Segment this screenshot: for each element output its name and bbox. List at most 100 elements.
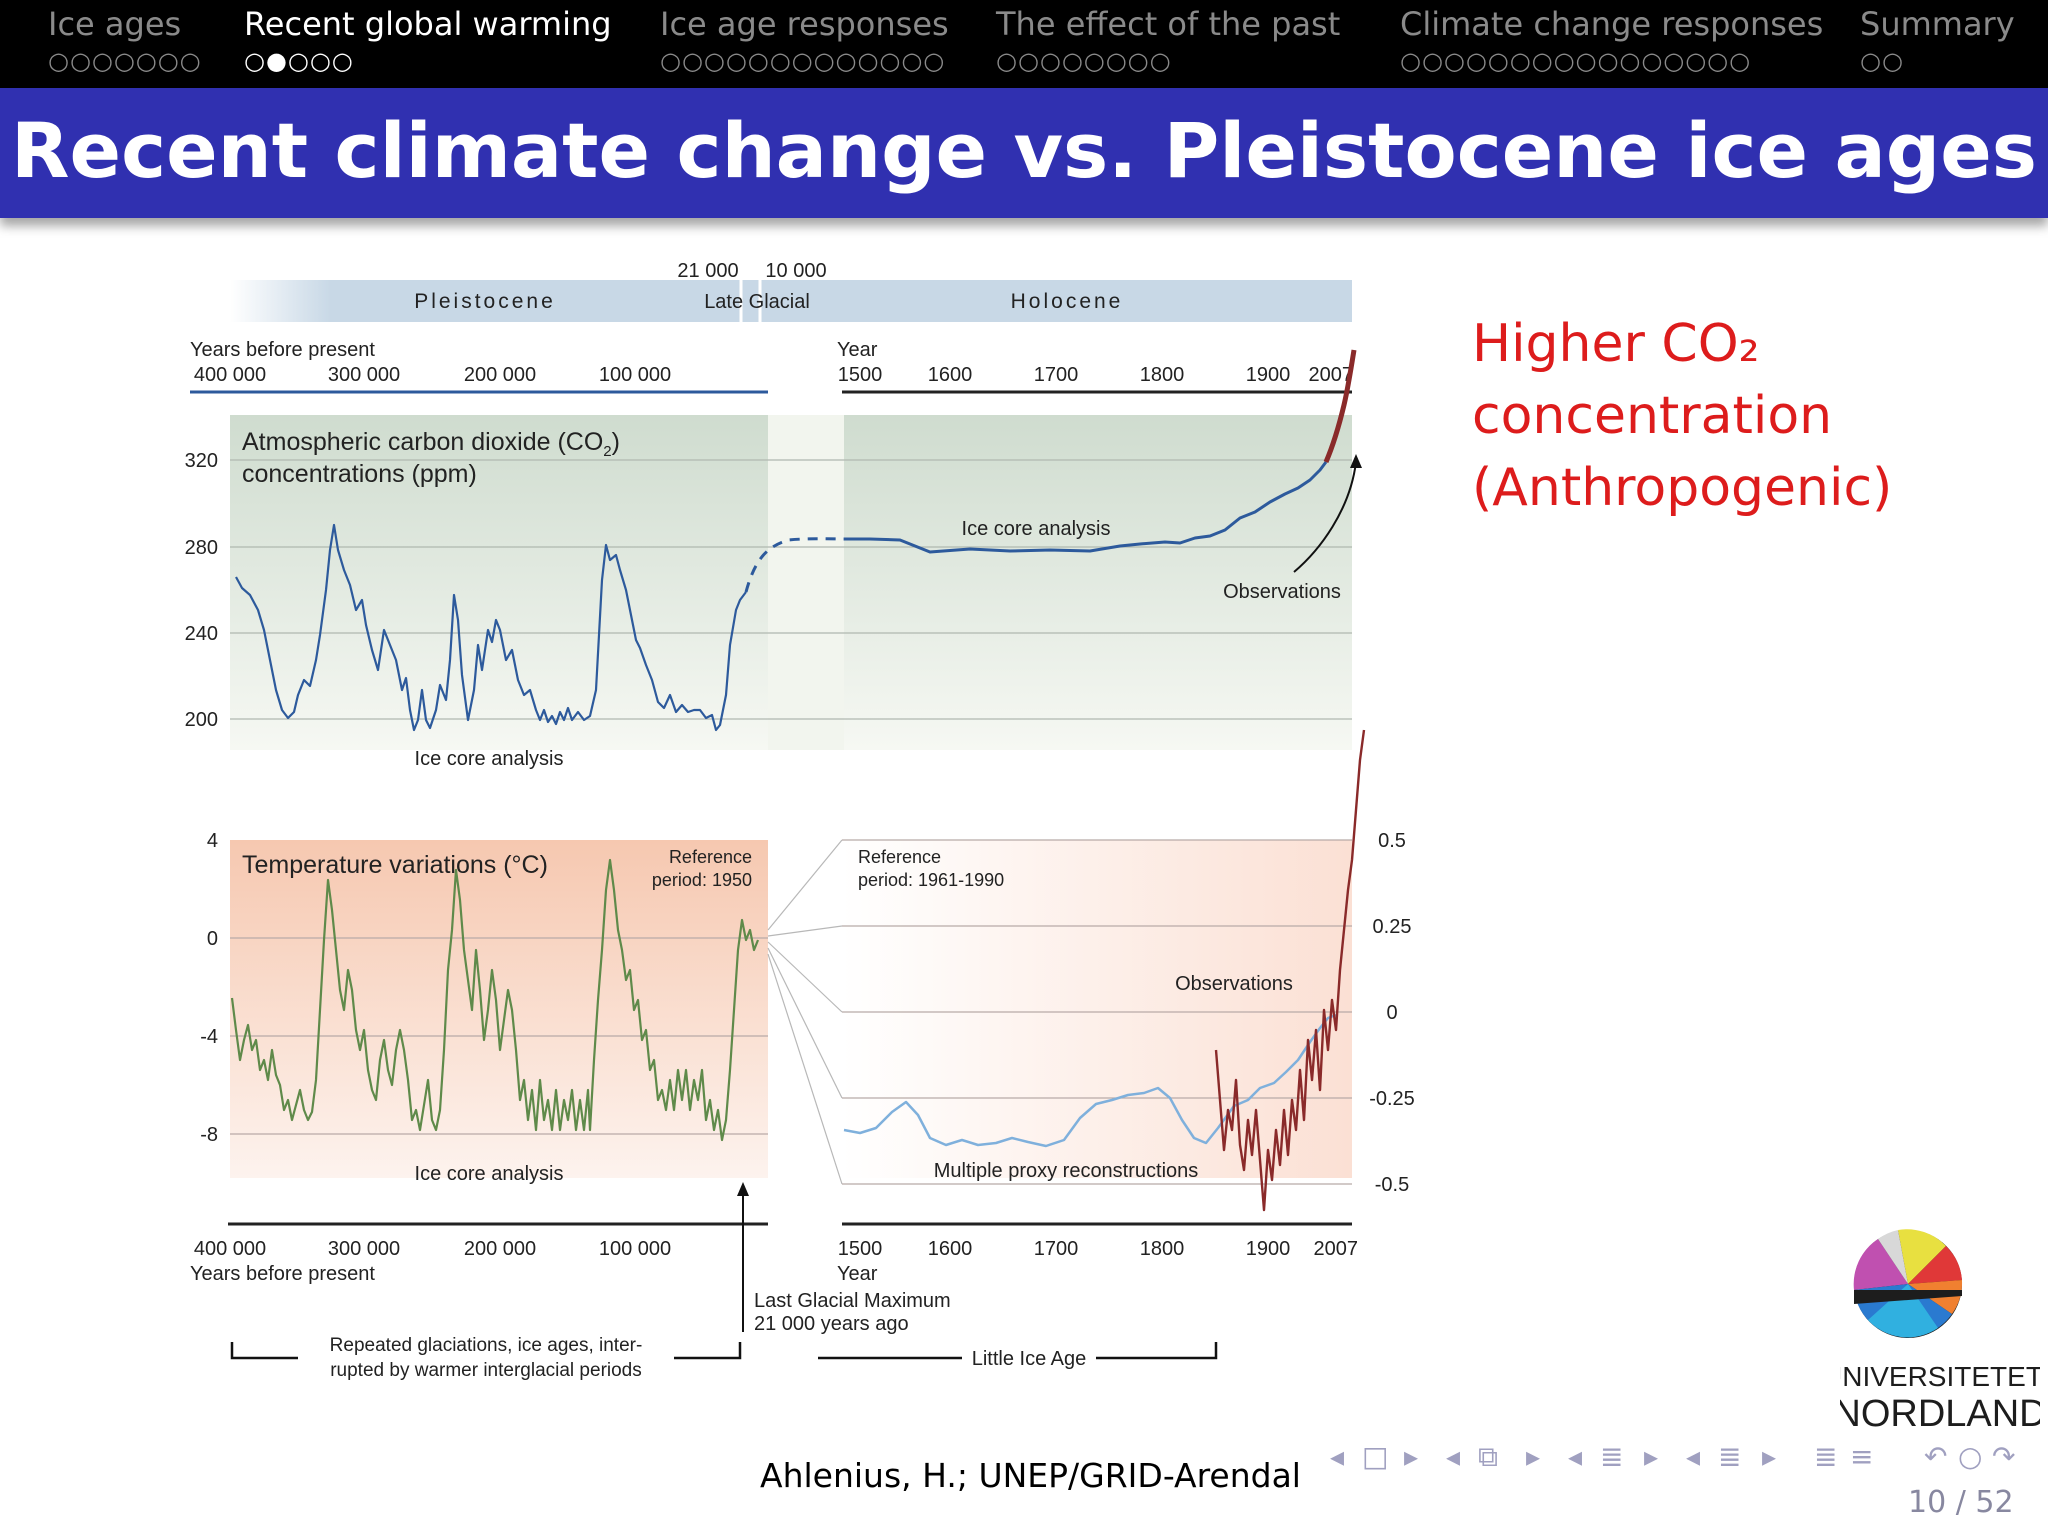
logo-line1: UNIVERSITETET I (1840, 1361, 2040, 1392)
climate-figure-graphic: Pleistocene Late Glacial Holocene 21 000… (185, 260, 1415, 1381)
co2-gridlines (230, 459, 1352, 720)
temp-panel-title: Temperature variations (°C) (242, 851, 548, 879)
temp-y-tick-left: -4 (200, 1026, 218, 1048)
glaciations-bracket-right (674, 1342, 742, 1360)
epoch-mark-10000: 10 000 (765, 260, 826, 282)
back-icon[interactable]: ↶ (1924, 1440, 1948, 1473)
logo-line2: NORDLAND (1840, 1393, 2040, 1435)
nav-section-dots[interactable]: ○○ (1860, 47, 1904, 75)
section-icon[interactable]: ≣ (1600, 1440, 1624, 1473)
align-icon[interactable]: ≡ (1850, 1440, 1874, 1473)
temp-y-tick-left: 0 (207, 928, 218, 950)
bottom-axis-tick: 300 000 (328, 1238, 400, 1260)
nav-next-subsection-icon[interactable]: ▸ (1526, 1440, 1541, 1473)
temp-y-tick-left: 4 (207, 830, 218, 852)
top-axis-tick: 2007 (1309, 364, 1354, 386)
side-note-line3: (Anthropogenic) (1472, 458, 1893, 518)
search-icon[interactable]: ○ (1958, 1440, 1983, 1473)
university-logo: UNIVERSITETET I NORDLAND (1822, 1228, 2048, 1438)
temp-y-tick-left: -8 (200, 1124, 218, 1146)
epoch-pleistocene: Pleistocene (414, 290, 556, 313)
temp-y-tick-right: 0 (1386, 1002, 1397, 1024)
document-icon[interactable]: ≣ (1718, 1440, 1742, 1473)
nav-section-title[interactable]: The effect of the past (996, 5, 1341, 43)
bottom-axis-tick: 200 000 (464, 1238, 536, 1260)
nav-section-dots[interactable]: ○○○○○○○○○○○○○ (660, 47, 946, 75)
nav-section-dots[interactable]: ○●○○○ (244, 47, 354, 75)
nav-prev-frame-icon[interactable]: ◂ (1330, 1440, 1345, 1473)
bottom-axis-tick: 1900 (1246, 1238, 1291, 1260)
observations-arrow-head (1350, 454, 1362, 468)
bottom-axis-right-caption: Year (837, 1263, 878, 1285)
beamer-navigation-controls: ◂ □ ▸ ◂ ⧉ ▸ ◂ ≣ ▸ ◂ ≣ ▸ ≣ ≡ ↶ ○ ↷ (1322, 1440, 2042, 1484)
nav-section-title[interactable]: Climate change responses (1400, 5, 1824, 43)
appendix-icon[interactable]: ≣ (1814, 1440, 1838, 1473)
top-axis-tick: 1600 (928, 364, 973, 386)
co2-ice-core-curve (235, 523, 747, 732)
temp-y-tick-right: 0.25 (1373, 916, 1412, 938)
side-note: Higher CO₂ concentration (Anthropogenic) (1472, 308, 1912, 524)
nav-section-recent-global-warming[interactable]: Recent global warming ○●○○○ (244, 2, 612, 86)
logo-emblem (1853, 1229, 1963, 1338)
temp-panel-left-background (230, 840, 768, 1178)
temp-right-gridlines (842, 839, 1352, 1185)
bottom-axis-tick: 1500 (838, 1238, 883, 1260)
glaciations-label-line2: rupted by warmer interglacial periods (330, 1360, 642, 1381)
glaciations-label-line1: Repeated glaciations, ice ages, inter- (330, 1335, 643, 1356)
logo-graphic: UNIVERSITETET I NORDLAND (1822, 1229, 2048, 1435)
nav-section-dots[interactable]: ○○○○○○○ (48, 47, 202, 75)
nav-section-title[interactable]: Ice age responses (660, 5, 949, 43)
bottom-axis-tick: 1700 (1034, 1238, 1079, 1260)
lgm-label-line1: Last Glacial Maximum (754, 1290, 951, 1312)
forward-icon[interactable]: ↷ (1992, 1440, 2016, 1473)
co2-observations-curve (1323, 349, 1357, 463)
nav-prev-document-icon[interactable]: ◂ (1686, 1440, 1701, 1473)
nav-prev-subsection-icon[interactable]: ◂ (1446, 1440, 1461, 1473)
temp-ice-core-curve (230, 858, 760, 1142)
frame-icon[interactable]: □ (1362, 1440, 1389, 1473)
nav-section-dots[interactable]: ○○○○○○○○○○○○○○○○ (1400, 47, 1752, 75)
co2-ice-core-label-left: Ice core analysis (415, 748, 564, 770)
figure-source-credit: Ahlenius, H.; UNEP/GRID-Arendal (760, 1456, 1301, 1495)
epoch-mark-21000: 21 000 (677, 260, 738, 282)
temp-ref-left-line1: Reference (669, 847, 752, 867)
bottom-axis-tick: 1600 (928, 1238, 973, 1260)
lgm-arrow-head (737, 1182, 749, 1196)
co2-title-subscript: 2 (603, 443, 611, 460)
nav-section-summary[interactable]: Summary ○○ (1860, 2, 2015, 86)
temp-y-tick-right: -0.5 (1375, 1174, 1409, 1196)
top-axis-tick: 400 000 (194, 364, 266, 386)
nav-section-climate-change-responses[interactable]: Climate change responses ○○○○○○○○○○○○○○○… (1400, 2, 1823, 86)
top-axis-left-caption: Years before present (190, 339, 375, 361)
top-axis-tick: 1900 (1246, 364, 1291, 386)
temp-ref-right-line1: Reference (858, 847, 941, 867)
co2-title-close: ) (612, 428, 620, 456)
epoch-holocene: Holocene (1011, 290, 1124, 313)
glaciations-bracket-left (230, 1342, 298, 1360)
temp-proxy-curve (843, 1013, 1337, 1148)
section-navigation-bar: Ice ages ○○○○○○○ Recent global warming ○… (0, 0, 2048, 88)
co2-y-tick: 240 (185, 623, 218, 645)
nav-section-title[interactable]: Summary (1860, 5, 2015, 43)
side-note-line2: concentration (1472, 386, 1833, 446)
top-axis-tick: 1700 (1034, 364, 1079, 386)
subsection-icon[interactable]: ⧉ (1478, 1440, 1498, 1473)
nav-next-section-icon[interactable]: ▸ (1644, 1440, 1659, 1473)
bottom-axis-left-caption: Years before present (190, 1263, 375, 1285)
top-axis-tick: 300 000 (328, 364, 400, 386)
nav-section-ice-age-responses[interactable]: Ice age responses ○○○○○○○○○○○○○ (660, 2, 949, 86)
co2-ice-core-label-right: Ice core analysis (962, 518, 1111, 540)
temp-proxy-label: Multiple proxy reconstructions (934, 1160, 1199, 1182)
nav-section-effect-of-the-past[interactable]: The effect of the past ○○○○○○○○ (996, 2, 1340, 86)
nav-section-title[interactable]: Ice ages (48, 5, 182, 43)
nav-next-document-icon[interactable]: ▸ (1762, 1440, 1777, 1473)
nav-next-frame-icon[interactable]: ▸ (1404, 1440, 1419, 1473)
nav-section-title[interactable]: Recent global warming (244, 5, 612, 43)
epoch-band (230, 280, 1352, 322)
nav-prev-section-icon[interactable]: ◂ (1568, 1440, 1583, 1473)
little-ice-age-bracket-right (1096, 1342, 1218, 1360)
nav-section-dots[interactable]: ○○○○○○○○ (996, 47, 1172, 75)
slide-title: Recent climate change vs. Pleistocene ic… (11, 106, 2037, 195)
nav-section-ice-ages[interactable]: Ice ages ○○○○○○○ (48, 2, 202, 86)
bottom-axis-tick: 400 000 (194, 1238, 266, 1260)
